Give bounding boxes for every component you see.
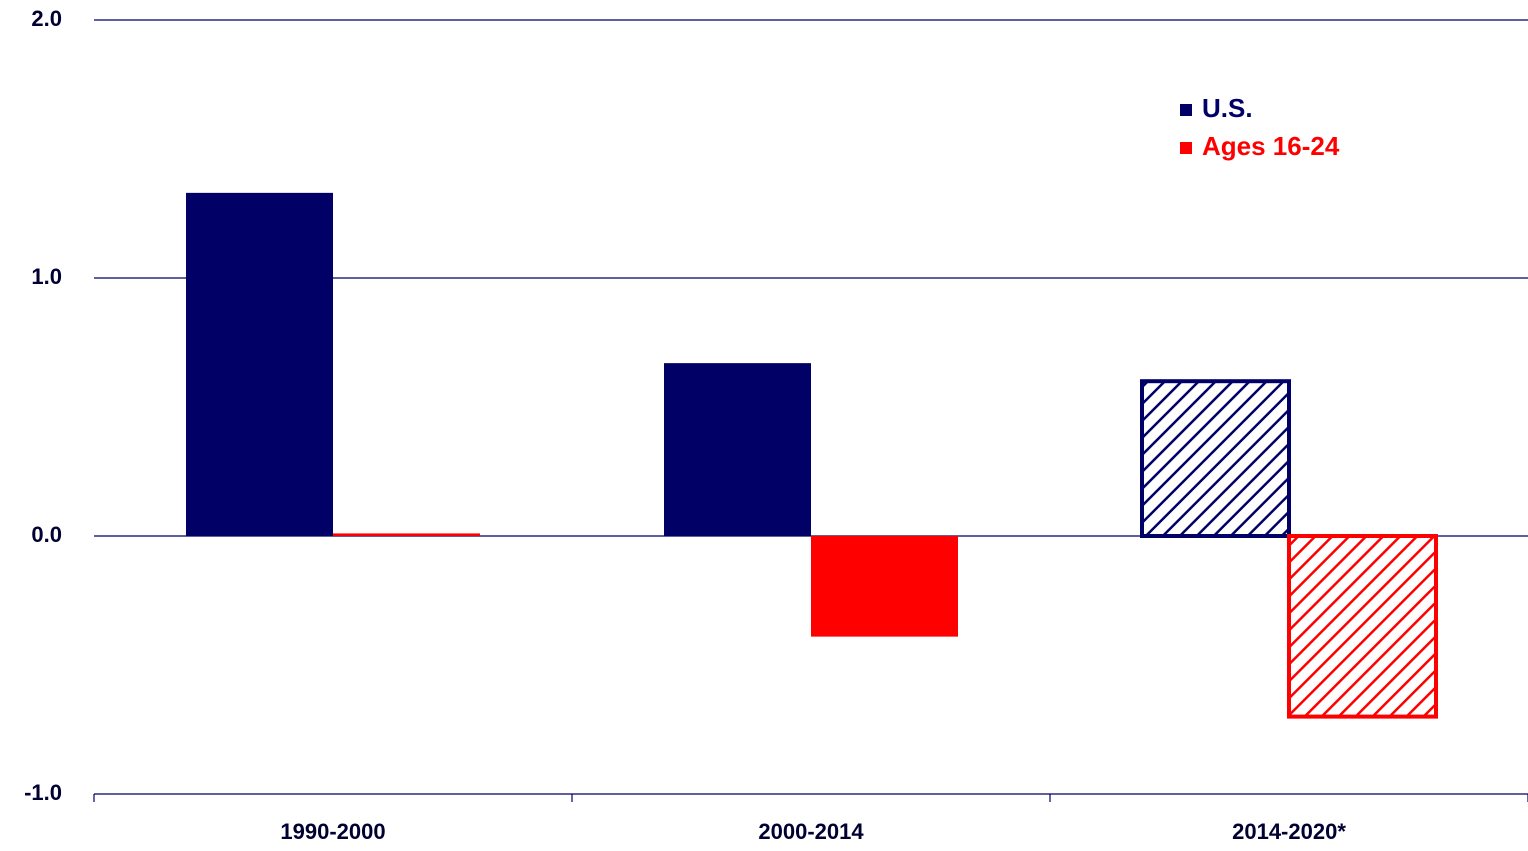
y-tick-label: -1.0 <box>24 780 62 805</box>
legend-label: U.S. <box>1202 93 1253 123</box>
x-tick-label: 2000-2014 <box>758 819 864 844</box>
y-tick-label: 0.0 <box>31 522 62 547</box>
bar <box>811 536 958 637</box>
bar <box>333 533 480 536</box>
x-tick-label: 1990-2000 <box>280 819 385 844</box>
legend-swatch <box>1180 142 1192 154</box>
bar <box>186 192 333 537</box>
legend-label: Ages 16-24 <box>1202 131 1340 161</box>
x-tick-label: 2014-2020* <box>1232 819 1346 844</box>
y-tick-label: 1.0 <box>31 264 62 289</box>
bar <box>664 363 811 536</box>
legend-swatch <box>1180 104 1192 116</box>
y-tick-label: 2.0 <box>31 6 62 31</box>
bar <box>1287 534 1438 719</box>
bar <box>1140 379 1291 539</box>
